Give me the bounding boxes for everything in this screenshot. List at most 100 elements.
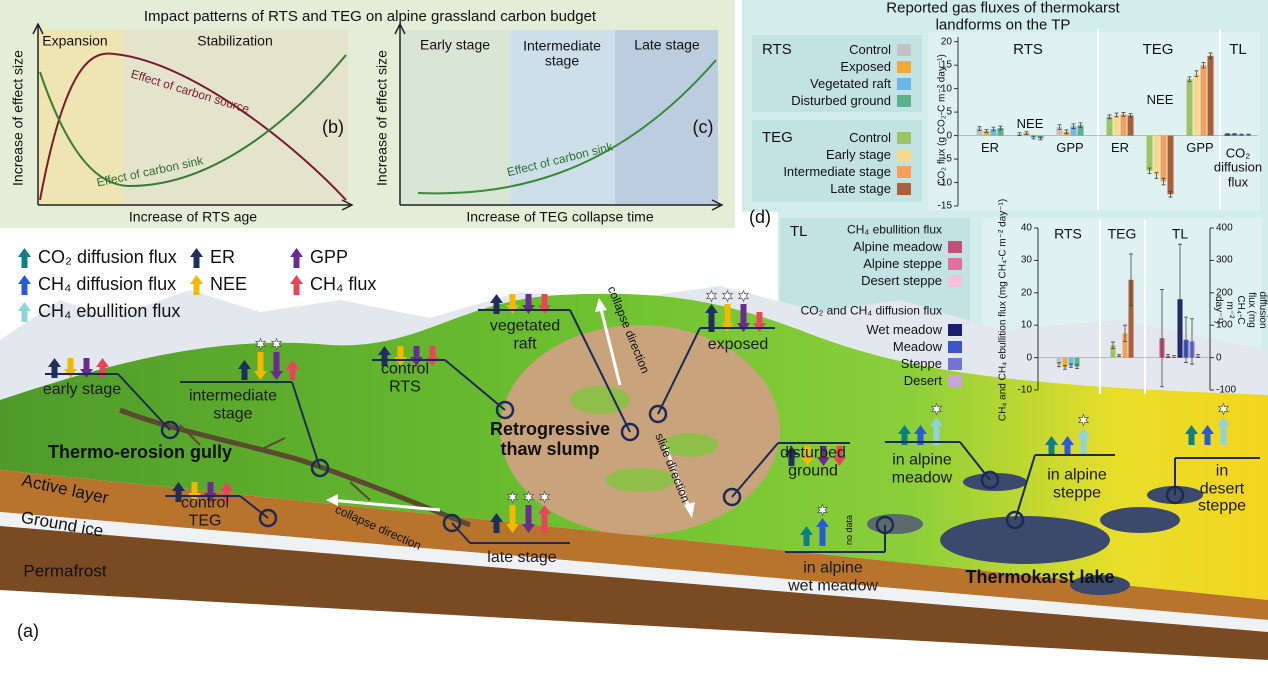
legend-swatch bbox=[948, 241, 962, 253]
site-label: disturbed ground bbox=[780, 444, 846, 479]
flux-arrow bbox=[721, 304, 734, 332]
error-bar bbox=[1128, 113, 1133, 118]
flux-arrow bbox=[1061, 436, 1074, 456]
bar bbox=[1068, 357, 1074, 366]
site-leader bbox=[239, 495, 269, 519]
category-label: NEE bbox=[1016, 115, 1044, 131]
bar bbox=[1146, 135, 1153, 171]
legend-swatch bbox=[897, 61, 911, 73]
flux-arrow bbox=[1217, 417, 1230, 445]
category-label: CO₂ diffusion flux bbox=[1213, 145, 1263, 190]
source-curve bbox=[39, 52, 347, 201]
legend-swatch bbox=[948, 275, 962, 287]
active-layer bbox=[0, 470, 1268, 620]
arrow-legend-label: GPP bbox=[310, 247, 349, 268]
group-label: RTS bbox=[1013, 40, 1043, 58]
y2-tick-label: 100 bbox=[1216, 319, 1233, 331]
error-bar bbox=[1075, 364, 1079, 370]
y2-tick-label: 300 bbox=[1216, 254, 1233, 266]
arrow-legend-label: NEE bbox=[210, 274, 248, 295]
flux-arrow bbox=[833, 446, 846, 466]
significance-star bbox=[1217, 402, 1230, 416]
site-label: late stage bbox=[487, 549, 557, 567]
title: Reported gas fluxes of thermokarst landf… bbox=[886, 0, 1120, 33]
phase-bg bbox=[615, 30, 718, 205]
error-bar bbox=[1107, 114, 1112, 120]
sink-curve bbox=[417, 59, 717, 195]
error-bar bbox=[1147, 167, 1152, 175]
phase-bg bbox=[38, 30, 122, 205]
site-label: exposed bbox=[707, 336, 769, 354]
axes bbox=[394, 22, 724, 211]
error-bar bbox=[1190, 318, 1194, 365]
legend-title: TL bbox=[790, 222, 808, 240]
legend-title: CH₄ ebullition flux bbox=[847, 222, 942, 237]
direction-arrow bbox=[663, 444, 692, 511]
legend-label: Alpine meadow bbox=[853, 238, 942, 254]
error-bar bbox=[984, 129, 989, 133]
phase-label: Stabilization bbox=[197, 32, 273, 49]
bar bbox=[1074, 357, 1080, 367]
legend-title: TEG bbox=[762, 128, 793, 146]
y-tick-label: 0 bbox=[1026, 352, 1032, 364]
flux-arrow bbox=[1201, 425, 1214, 445]
legend-title: RTS bbox=[762, 40, 792, 58]
gully-branch bbox=[179, 424, 371, 501]
x-label: Increase of RTS age bbox=[128, 208, 258, 225]
landform-label: Retrogressive thaw slump bbox=[489, 419, 611, 459]
significance-star bbox=[254, 337, 267, 351]
phase-bg bbox=[122, 30, 348, 205]
gully bbox=[119, 407, 471, 528]
legend-label: Late stage bbox=[830, 180, 891, 196]
flux-arrow bbox=[785, 446, 798, 466]
y-label: Increase of effect size bbox=[373, 50, 390, 186]
legend-box bbox=[752, 35, 922, 112]
bar bbox=[1128, 279, 1134, 358]
bar bbox=[1153, 135, 1160, 176]
lake bbox=[963, 473, 1027, 491]
y-tick-label: 20 bbox=[1020, 287, 1032, 299]
sink-curve bbox=[39, 54, 347, 188]
flux-arrow bbox=[930, 417, 943, 445]
category-label: NEE bbox=[1146, 91, 1174, 107]
legend-label: Desert steppe bbox=[861, 272, 942, 288]
error-bar bbox=[1239, 133, 1244, 136]
y-tick-label: 20 bbox=[940, 36, 952, 48]
bar bbox=[1193, 73, 1200, 136]
error-bar bbox=[1064, 129, 1069, 135]
group-label: TEG bbox=[1142, 40, 1174, 58]
bar bbox=[1160, 135, 1167, 182]
site-leader bbox=[1014, 454, 1036, 521]
legend-swatch bbox=[948, 258, 962, 270]
flux-arrow bbox=[817, 446, 830, 466]
flux-arrow bbox=[18, 275, 31, 295]
category-label: GPP bbox=[1056, 139, 1084, 155]
error-bar bbox=[991, 126, 996, 132]
y-tick-label: 40 bbox=[1020, 222, 1032, 234]
site-leader bbox=[569, 309, 631, 433]
significance-star bbox=[737, 289, 750, 303]
bar bbox=[1056, 357, 1062, 365]
error-bar bbox=[1111, 341, 1115, 349]
arrow-legend-label: CH₄ ebullition flux bbox=[38, 301, 181, 322]
flux-arrow bbox=[18, 302, 31, 322]
flux-arrow bbox=[220, 482, 233, 502]
category-label: ER bbox=[980, 139, 1000, 155]
flux-arrow bbox=[286, 360, 299, 380]
panel-label: (a) bbox=[17, 621, 39, 642]
bar bbox=[1200, 65, 1207, 136]
no-data-label: no data bbox=[844, 514, 855, 546]
flux-arrow bbox=[898, 425, 911, 445]
site-marker bbox=[648, 404, 668, 424]
legend-label: Desert bbox=[903, 372, 942, 388]
site-label: intermediate stage bbox=[188, 387, 278, 422]
phase-label: Intermediate stage bbox=[523, 37, 601, 69]
arrow-legend-label: CH₄ flux bbox=[310, 274, 377, 295]
legend-title: CO₂ and CH₄ diffusion flux bbox=[800, 303, 942, 318]
error-bar bbox=[1154, 172, 1159, 179]
panel-label: (b) bbox=[322, 117, 344, 138]
error-bar bbox=[1184, 316, 1188, 363]
flux-arrow bbox=[290, 275, 303, 295]
site-label: in alpine steppe bbox=[1047, 466, 1107, 501]
